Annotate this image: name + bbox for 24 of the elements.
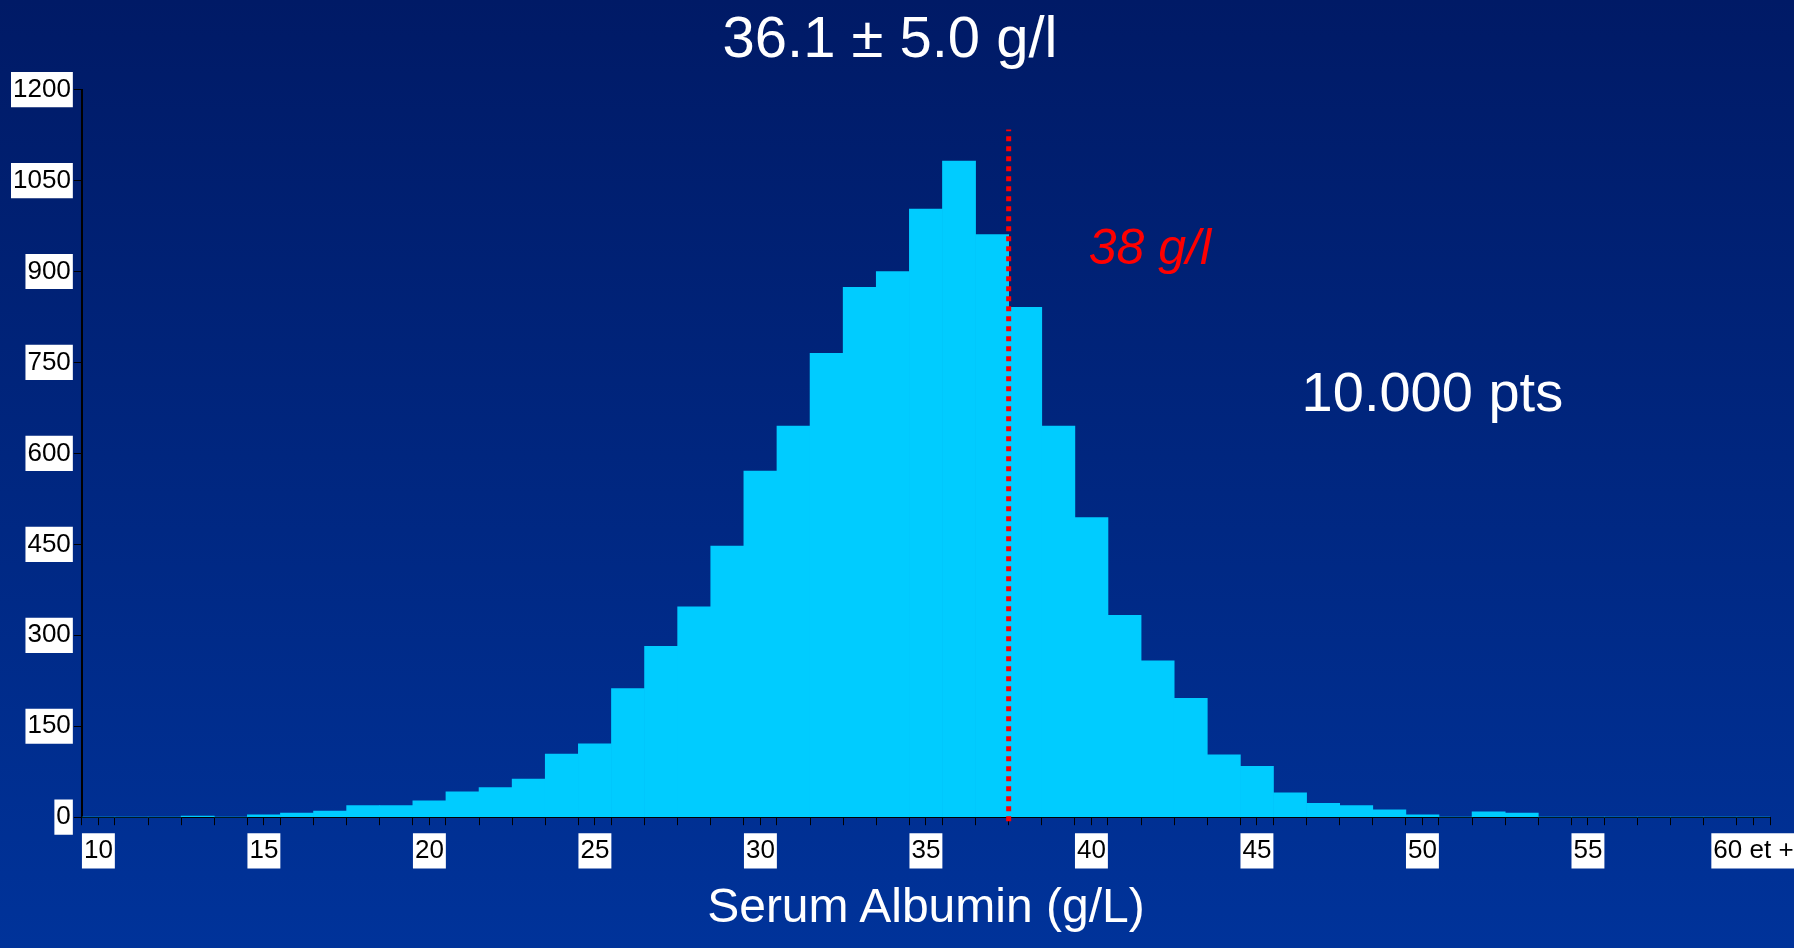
- x-tick-label: 30: [745, 833, 775, 864]
- y-tick-label: 600: [27, 436, 71, 467]
- y-tick-label: 0: [56, 800, 71, 831]
- chart-title: 36.1 ± 5.0 g/l: [722, 3, 1058, 69]
- x-tick-label: 10: [83, 833, 113, 864]
- y-tick-label: 300: [27, 618, 71, 649]
- y-tick-label: 900: [27, 254, 71, 285]
- y-tick-label: 1200: [13, 72, 71, 103]
- x-tick-label: 35: [911, 833, 941, 864]
- x-axis-title: Serum Albumin (g/L): [707, 879, 1145, 933]
- annotation: 10.000 pts: [1301, 359, 1564, 423]
- x-tick-label: 60 et +: [1713, 833, 1794, 864]
- x-tick-label: 20: [414, 833, 444, 864]
- y-tick-label: 450: [27, 527, 71, 558]
- x-tick-label: 55: [1573, 833, 1603, 864]
- x-tick-label: 40: [1076, 833, 1106, 864]
- x-tick-label: 15: [249, 833, 279, 864]
- y-tick-label: 150: [27, 709, 71, 740]
- x-tick-label: 50: [1407, 833, 1437, 864]
- ref-line-label: 38 g/l: [1088, 218, 1213, 275]
- y-tick-label: 750: [27, 345, 71, 376]
- x-tick-label: 45: [1242, 833, 1272, 864]
- x-tick-label: 25: [580, 833, 610, 864]
- y-tick-label: 1050: [13, 163, 71, 194]
